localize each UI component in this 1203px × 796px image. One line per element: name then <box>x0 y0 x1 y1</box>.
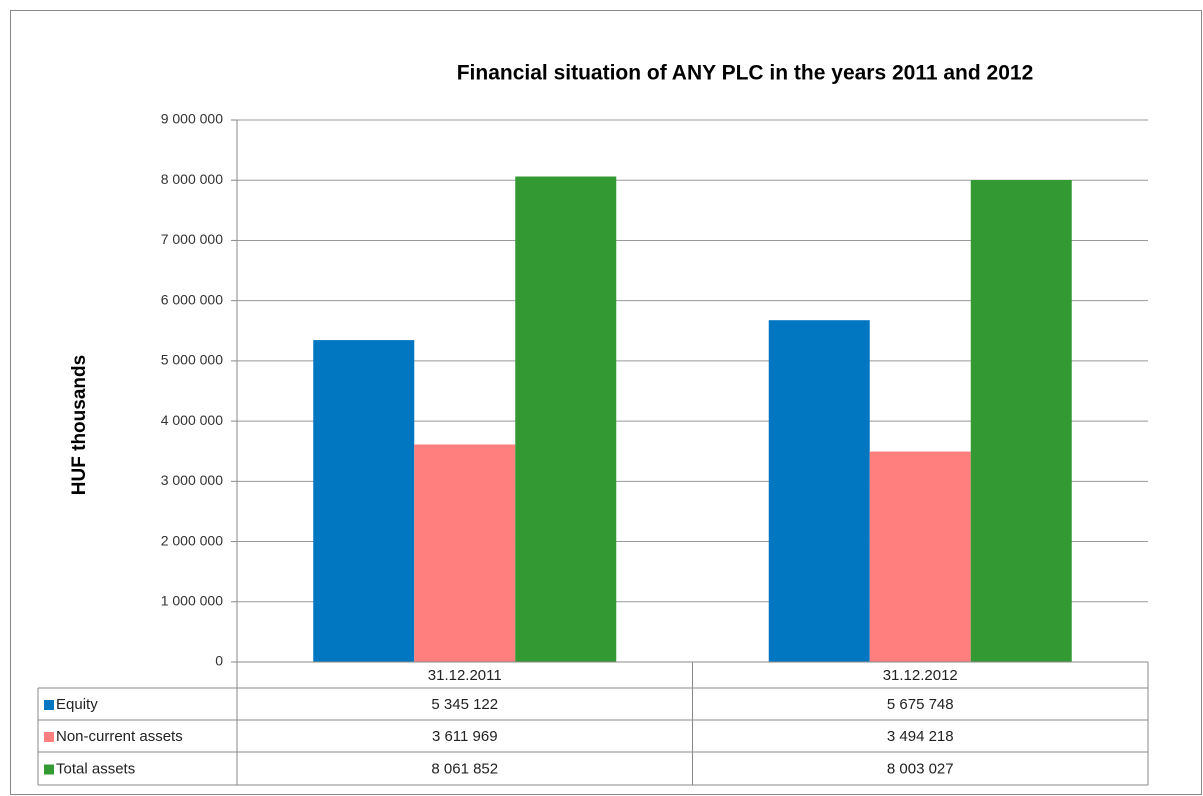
chart-title: Financial situation of ANY PLC in the ye… <box>457 62 1034 85</box>
y-tick-label: 6 000 000 <box>161 291 223 307</box>
bar <box>768 320 870 662</box>
legend-label: Non-current assets <box>56 728 183 745</box>
y-tick-label: 8 000 000 <box>161 171 223 187</box>
x-tick-label: 31.12.2012 <box>883 667 958 684</box>
data-label: 8 061 852 <box>431 760 498 777</box>
bar <box>414 444 516 662</box>
data-label: 3 494 218 <box>887 728 954 745</box>
y-tick-label: 9 000 000 <box>161 111 223 127</box>
legend-label: Equity <box>56 696 98 713</box>
x-tick-label: 31.12.2011 <box>428 667 502 684</box>
y-tick-label: 7 000 000 <box>161 231 223 247</box>
y-tick-label: 1 000 000 <box>161 592 223 608</box>
y-tick-label: 3 000 000 <box>161 472 223 488</box>
data-label: 5 345 122 <box>431 696 498 713</box>
bar <box>313 340 415 662</box>
bar <box>869 451 971 662</box>
legend-key <box>44 700 54 710</box>
legend-key <box>44 764 54 775</box>
y-tick-label: 4 000 000 <box>161 412 223 428</box>
y-tick-label: 5 000 000 <box>161 352 223 368</box>
y-axis-label: HUF thousands <box>69 355 90 495</box>
data-label: 3 611 969 <box>432 728 498 745</box>
bar <box>515 176 617 662</box>
y-tick-label: 2 000 000 <box>161 532 223 548</box>
legend-label: Total assets <box>56 760 135 777</box>
data-label: 8 003 027 <box>887 760 954 777</box>
y-tick-label: 0 <box>215 653 223 669</box>
data-label: 5 675 748 <box>887 696 954 713</box>
legend-key <box>44 732 54 742</box>
bar <box>970 180 1072 663</box>
